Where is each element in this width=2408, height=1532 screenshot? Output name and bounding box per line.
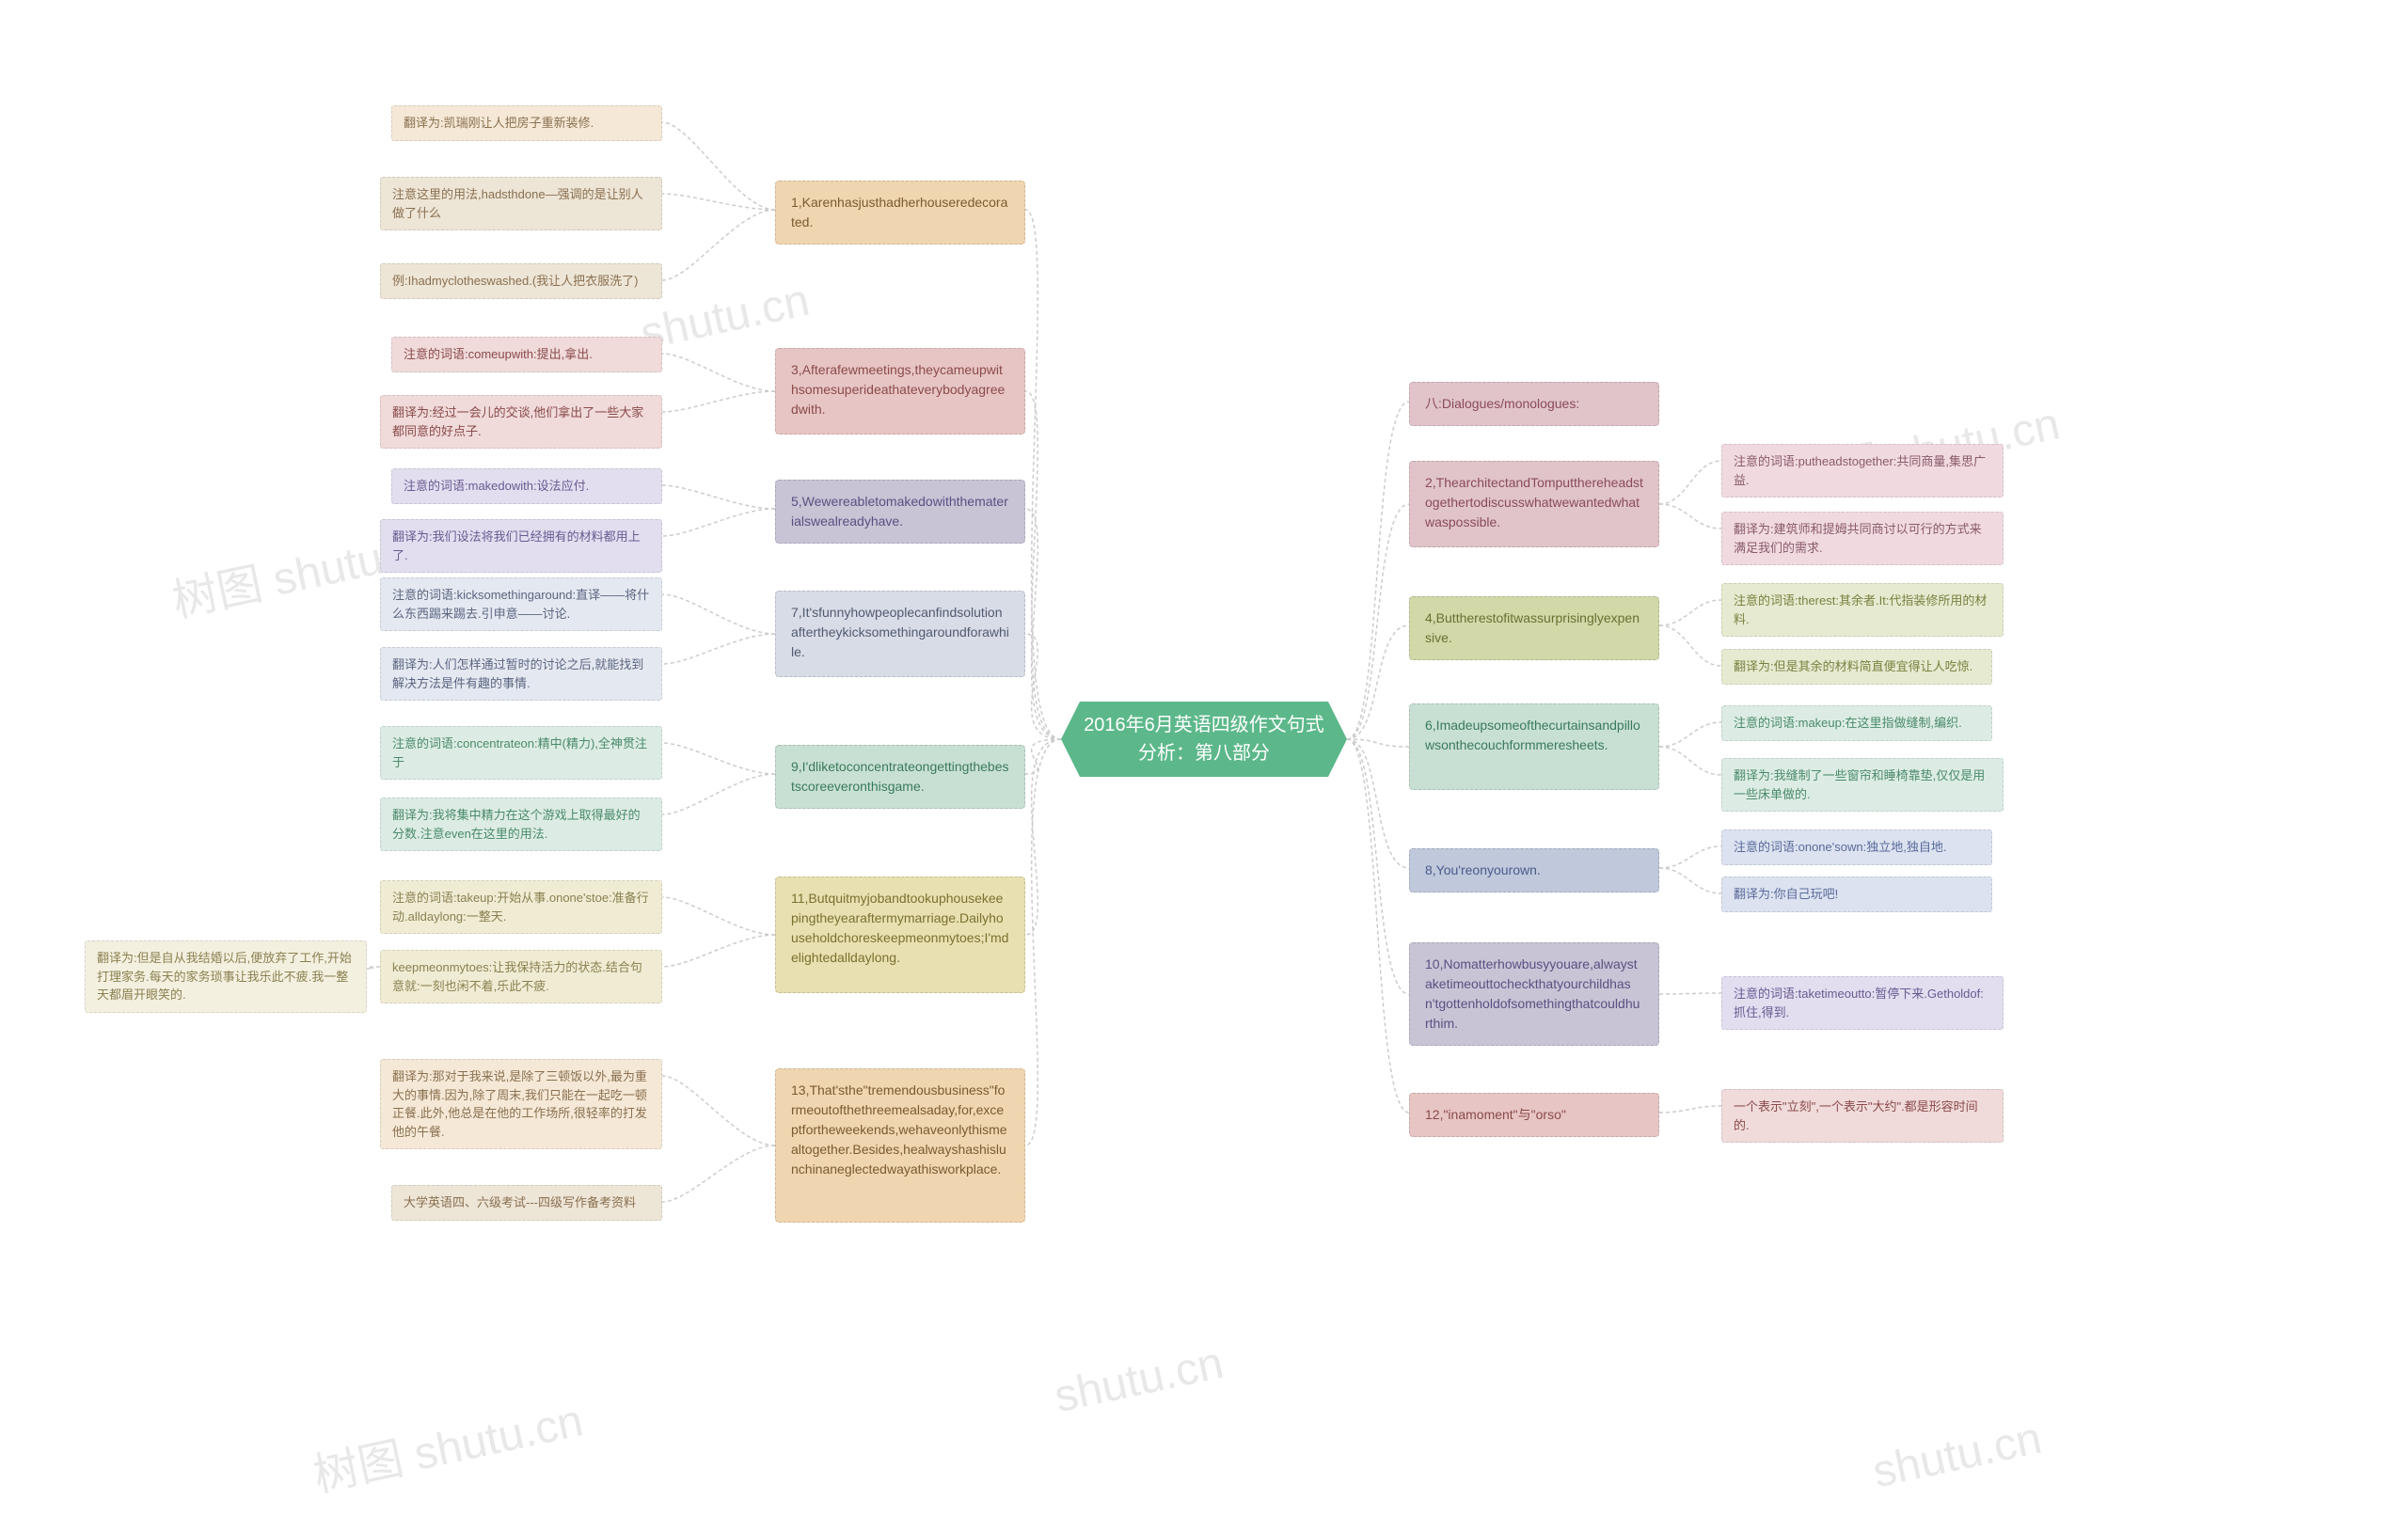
leaf-node: 注意这里的用法,hadsthdone—强调的是让别人做了什么 [380, 177, 662, 230]
leaf-node: 注意的词语:makeup:在这里指做缝制,编织. [1721, 705, 1992, 741]
center-node: 2016年6月英语四级作文句式分析：第八部分 [1061, 702, 1347, 777]
branch-node-l5: 5,Wewereabletomakedowiththematerialsweal… [775, 480, 1025, 544]
branch-node-r4: 4,Buttherestofitwassurprisinglyexpensive… [1409, 596, 1659, 660]
leaf-node: 注意的词语:comeupwith:提出,拿出. [391, 337, 662, 372]
watermark: shutu.cn [1868, 1413, 2046, 1499]
leaf-node: 注意的词语:takeup:开始从事.onone'stoe:准备行动.allday… [380, 880, 662, 934]
branch-node-l7: 7,It'sfunnyhowpeoplecanfindsolutionafter… [775, 591, 1025, 677]
leaf-node: 注意的词语:therest:其余者.It:代指装修所用的材料. [1721, 583, 2004, 637]
leaf-node: 注意的词语:putheadstogether:共同商量,集思广益. [1721, 444, 2004, 498]
watermark: shutu.cn [1050, 1337, 1228, 1424]
leaf-node: 例:Ihadmyclotheswashed.(我让人把衣服洗了) [380, 263, 662, 299]
leaf-node: 翻译为:凯瑞刚让人把房子重新装修. [391, 105, 662, 141]
leaf-node: 翻译为:你自己玩吧! [1721, 877, 1992, 912]
leaf-node: 注意的词语:makedowith:设法应付. [391, 468, 662, 504]
leaf-node: 一个表示"立刻",一个表示"大约".都是形容时间的. [1721, 1089, 2004, 1143]
leaf-node: keepmeonmytoes:让我保持活力的状态.结合句意就:一刻也闲不着,乐此… [380, 950, 662, 1003]
watermark: 树图 shutu.cn [307, 1383, 588, 1505]
leaf-node: 翻译为:经过一会儿的交谈,他们拿出了一些大家都同意的好点子. [380, 395, 662, 449]
branch-node-r8: 8,You'reonyourown. [1409, 848, 1659, 892]
leaf-node: 翻译为:我将集中精力在这个游戏上取得最好的分数.注意even在这里的用法. [380, 798, 662, 851]
leaf-node: 翻译为:建筑师和提姆共同商讨以可行的方式来满足我们的需求. [1721, 512, 2004, 565]
branch-node-r12: 12,"inamoment"与"orso" [1409, 1093, 1659, 1137]
branch-node-l11: 11,Butquitmyjobandtookuphousekeepingthey… [775, 877, 1025, 993]
leaf-node: 翻译为:但是自从我结婚以后,便放弃了工作,开始打理家务.每天的家务琐事让我乐此不… [85, 940, 367, 1013]
branch-node-r2: 2,ThearchitectandTomputtherеheadstogethe… [1409, 461, 1659, 547]
leaf-node: 注意的词语:onone'sown:独立地,独自地. [1721, 829, 1992, 865]
branch-node-r0: 八:Dialogues/monologues: [1409, 382, 1659, 426]
branch-node-l13: 13,That'sthe"tremendousbusiness"formeout… [775, 1068, 1025, 1223]
branch-node-l3: 3,Afterafewmeetings,theycameupwithsomesu… [775, 348, 1025, 434]
leaf-node: 注意的词语:taketimeoutto:暂停下来.Getholdof:抓住,得到… [1721, 976, 2004, 1030]
leaf-node: 翻译为:但是其余的材料简直便宜得让人吃惊. [1721, 649, 1992, 685]
branch-node-l9: 9,I'dliketoconcentrateongettingthebestsc… [775, 745, 1025, 809]
branch-node-r10: 10,Nomatterhowbusyyouare,alwaystaketimeo… [1409, 942, 1659, 1046]
leaf-node: 翻译为:那对于我来说,是除了三顿饭以外,最为重大的事情.因为,除了周末,我们只能… [380, 1059, 662, 1149]
leaf-node: 翻译为:我缝制了一些窗帘和睡椅靠垫,仅仅是用一些床单做的. [1721, 758, 2004, 812]
leaf-node: 注意的词语:concentrateon:精中(精力),全神贯注于 [380, 726, 662, 780]
leaf-node: 注意的词语:kicksomethingaround:直译——将什么东西踢来踢去.… [380, 577, 662, 631]
branch-node-l1: 1,Karenhasjusthadherhouseredecorated. [775, 181, 1025, 245]
leaf-node: 翻译为:人们怎样通过暂时的讨论之后,就能找到解决方法是件有趣的事情. [380, 647, 662, 701]
leaf-node: 翻译为:我们设法将我们已经拥有的材料都用上了. [380, 519, 662, 573]
branch-node-r6: 6,Imadeupsomeofthecurtainsandpillowsonth… [1409, 703, 1659, 790]
leaf-node: 大学英语四、六级考试---四级写作备考资料 [391, 1185, 662, 1221]
